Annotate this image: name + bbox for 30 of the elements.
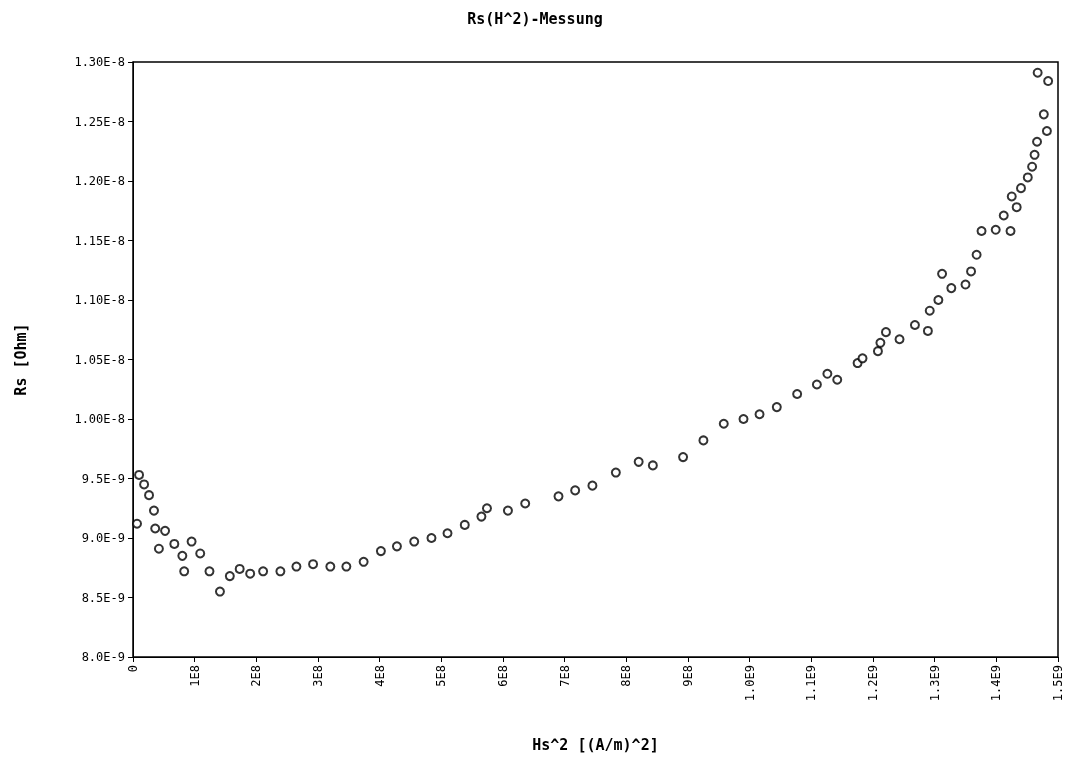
x-tick-label: 5E8: [434, 665, 449, 687]
y-tick-label: 1.05E-8: [74, 352, 125, 367]
x-tick-label: 3E8: [311, 665, 325, 687]
y-tick-label: 8.0E-9: [81, 650, 125, 664]
x-tick-label: 9E8: [681, 665, 695, 687]
x-tick-label: 1.4E9: [989, 665, 1004, 702]
x-tick-label: 0: [126, 665, 140, 673]
y-axis-title: Rs [Ohm]: [11, 323, 30, 396]
y-tick-label: 1.10E-8: [74, 293, 125, 307]
x-tick-label: 2E8: [249, 665, 264, 687]
x-tick-label: 6E8: [496, 665, 510, 687]
y-tick-label: 1.20E-8: [74, 174, 125, 188]
y-tick-label: 9.0E-9: [81, 531, 125, 545]
y-tick-label: 1.00E-8: [74, 412, 125, 426]
x-tick-label: 1.5E9: [1051, 665, 1065, 702]
x-axis-title: Hs^2 [(A/m)^2]: [532, 735, 659, 754]
y-tick-label: 1.30E-8: [74, 55, 125, 69]
x-tick-label: 1.3E9: [927, 665, 942, 702]
x-tick-label: 1.1E9: [804, 665, 819, 702]
x-tick-label: 1.0E9: [742, 665, 757, 702]
chart-title: Rs(H^2)-Messung: [467, 9, 603, 28]
x-tick-label: 1E8: [187, 665, 202, 687]
x-tick-label: 7E8: [557, 665, 572, 687]
y-tick-label: 1.15E-8: [74, 233, 125, 248]
x-tick-label: 8E8: [619, 665, 634, 687]
x-tick-label: 1.2E9: [866, 665, 880, 702]
x-tick-label: 4E8: [372, 665, 387, 687]
y-tick-label: 9.5E-9: [81, 471, 125, 486]
y-tick-label: 1.25E-8: [74, 114, 125, 129]
y-tick-label: 8.5E-9: [81, 590, 125, 605]
